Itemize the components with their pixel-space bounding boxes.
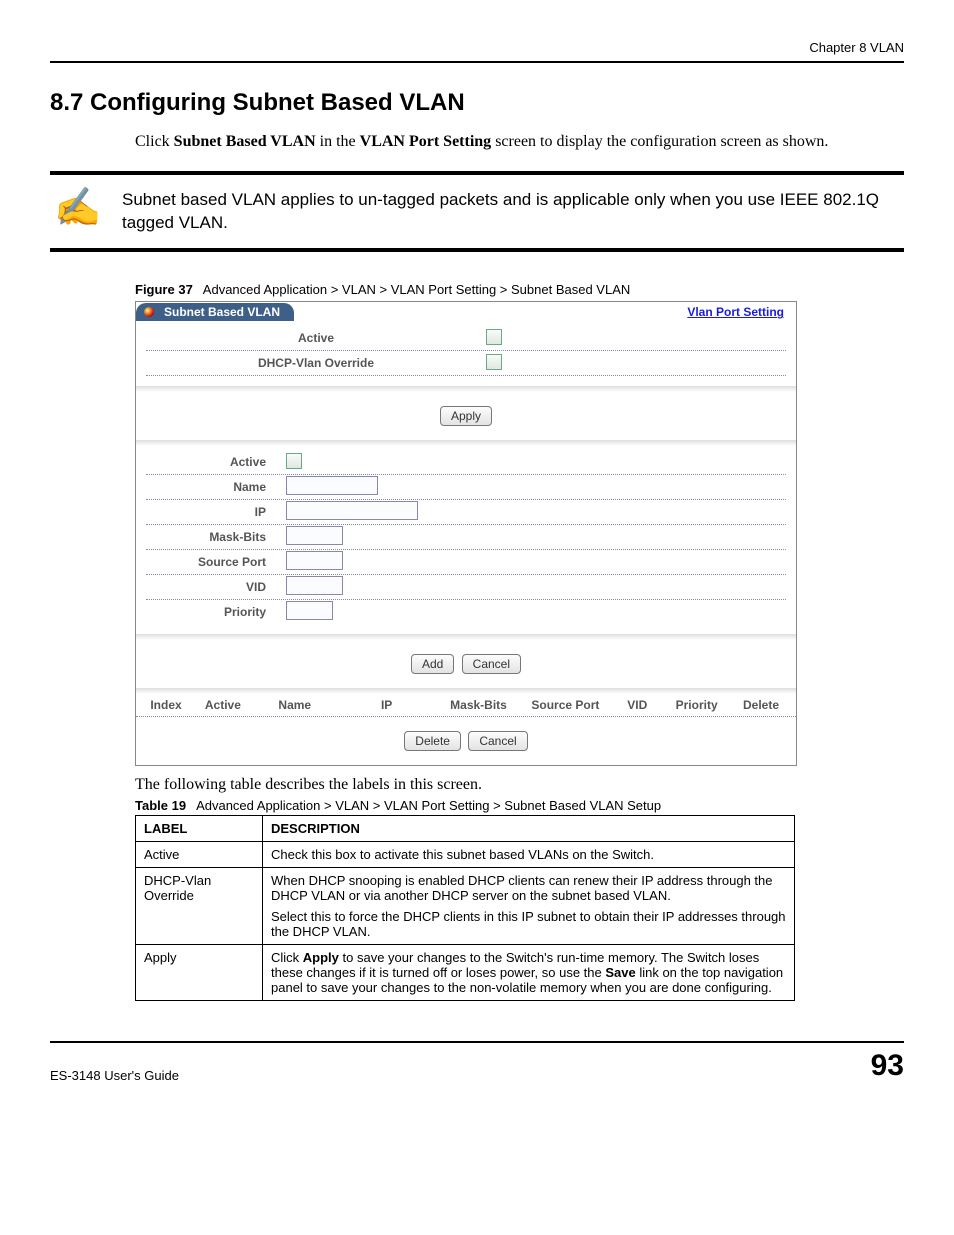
vlan-port-setting-link[interactable]: Vlan Port Setting <box>687 305 784 319</box>
add-button[interactable]: Add <box>411 654 454 674</box>
screenshot: Subnet Based VLAN Vlan Port Setting Acti… <box>135 301 797 766</box>
label-maskbits: Mask-Bits <box>146 530 286 544</box>
checkbox-dhcp-override[interactable] <box>486 354 502 370</box>
ss-titlebar: Subnet Based VLAN Vlan Port Setting <box>136 302 796 322</box>
input-maskbits[interactable] <box>286 526 343 545</box>
label-source-port: Source Port <box>146 555 286 569</box>
th-source-port: Source Port <box>525 698 605 712</box>
intro-bold1: Subnet Based VLAN <box>174 133 316 150</box>
figure-label: Figure 37 <box>135 282 193 297</box>
input-source-port[interactable] <box>286 551 343 570</box>
intro-bold2: VLAN Port Setting <box>360 133 492 150</box>
table-caption-text: Advanced Application > VLAN > VLAN Port … <box>196 798 661 813</box>
cell-label: Active <box>136 842 263 868</box>
page-footer: ES-3148 User's Guide 93 <box>50 1041 904 1083</box>
cancel-button[interactable]: Cancel <box>462 654 521 674</box>
th-vid: VID <box>617 698 657 712</box>
cell-description: Check this box to activate this subnet b… <box>263 842 795 868</box>
label-active2: Active <box>146 455 286 469</box>
cell-description: Click Apply to save your changes to the … <box>263 945 795 1001</box>
add-cancel-row: Add Cancel <box>136 640 796 688</box>
table-row: ApplyClick Apply to save your changes to… <box>136 945 795 1001</box>
label-ip: IP <box>146 505 286 519</box>
footer-guide: ES-3148 User's Guide <box>50 1068 179 1083</box>
intro-text: Click <box>135 133 174 150</box>
chapter-header: Chapter 8 VLAN <box>50 40 904 63</box>
input-name[interactable] <box>286 476 378 495</box>
input-priority[interactable] <box>286 601 333 620</box>
note-text: Subnet based VLAN applies to un-tagged p… <box>122 189 904 235</box>
label-priority: Priority <box>146 605 286 619</box>
description-table: LABEL DESCRIPTION ActiveCheck this box t… <box>135 815 795 1001</box>
table-row: DHCP-Vlan OverrideWhen DHCP snooping is … <box>136 868 795 945</box>
ss-tab[interactable]: Subnet Based VLAN <box>136 303 294 321</box>
label-vid: VID <box>146 580 286 594</box>
input-ip[interactable] <box>286 501 418 520</box>
th-index: Index <box>146 698 186 712</box>
ss-table-head: Index Active Name IP Mask-Bits Source Po… <box>136 694 796 717</box>
label-name: Name <box>146 480 286 494</box>
th-delete: Delete <box>736 698 786 712</box>
checkbox-active[interactable] <box>486 329 502 345</box>
section-title: 8.7 Configuring Subnet Based VLAN <box>50 89 904 117</box>
ss-form-section: Active Name IP Mask-Bits Source Port VID… <box>136 446 796 634</box>
intro-text: in the <box>316 133 360 150</box>
footer-page-number: 93 <box>871 1049 904 1083</box>
label-active: Active <box>146 331 486 345</box>
checkbox-entry-active[interactable] <box>286 453 302 469</box>
th-active: Active <box>198 698 248 712</box>
desc-intro: The following table describes the labels… <box>135 776 904 794</box>
intro-text: screen to display the configuration scre… <box>491 133 828 150</box>
delete-cancel-row: Delete Cancel <box>136 717 796 765</box>
apply-row: Apply <box>136 392 796 440</box>
th-mask: Mask-Bits <box>444 698 514 712</box>
apply-button[interactable]: Apply <box>440 406 492 426</box>
th-name: Name <box>260 698 330 712</box>
tab-dot-icon <box>144 307 154 317</box>
th-ip: IP <box>342 698 432 712</box>
th-description: DESCRIPTION <box>263 816 795 842</box>
input-vid[interactable] <box>286 576 343 595</box>
label-dhcp-override: DHCP-Vlan Override <box>146 356 486 370</box>
figure-caption: Figure 37 Advanced Application > VLAN > V… <box>135 282 904 297</box>
note-block: ✍ Subnet based VLAN applies to un-tagged… <box>50 171 904 253</box>
ss-top-section: Active DHCP-Vlan Override <box>136 322 796 386</box>
cell-label: Apply <box>136 945 263 1001</box>
figure-caption-text: Advanced Application > VLAN > VLAN Port … <box>203 282 630 297</box>
table-caption: Table 19 Advanced Application > VLAN > VL… <box>135 798 904 813</box>
th-priority: Priority <box>669 698 724 712</box>
table-label: Table 19 <box>135 798 186 813</box>
delete-button[interactable]: Delete <box>404 731 461 751</box>
cell-label: DHCP-Vlan Override <box>136 868 263 945</box>
th-label: LABEL <box>136 816 263 842</box>
note-icon: ✍ <box>50 189 106 227</box>
cancel2-button[interactable]: Cancel <box>468 731 527 751</box>
intro-paragraph: Click Subnet Based VLAN in the VLAN Port… <box>135 131 904 153</box>
ss-tab-title: Subnet Based VLAN <box>164 305 280 319</box>
table-row: ActiveCheck this box to activate this su… <box>136 842 795 868</box>
cell-description: When DHCP snooping is enabled DHCP clien… <box>263 868 795 945</box>
